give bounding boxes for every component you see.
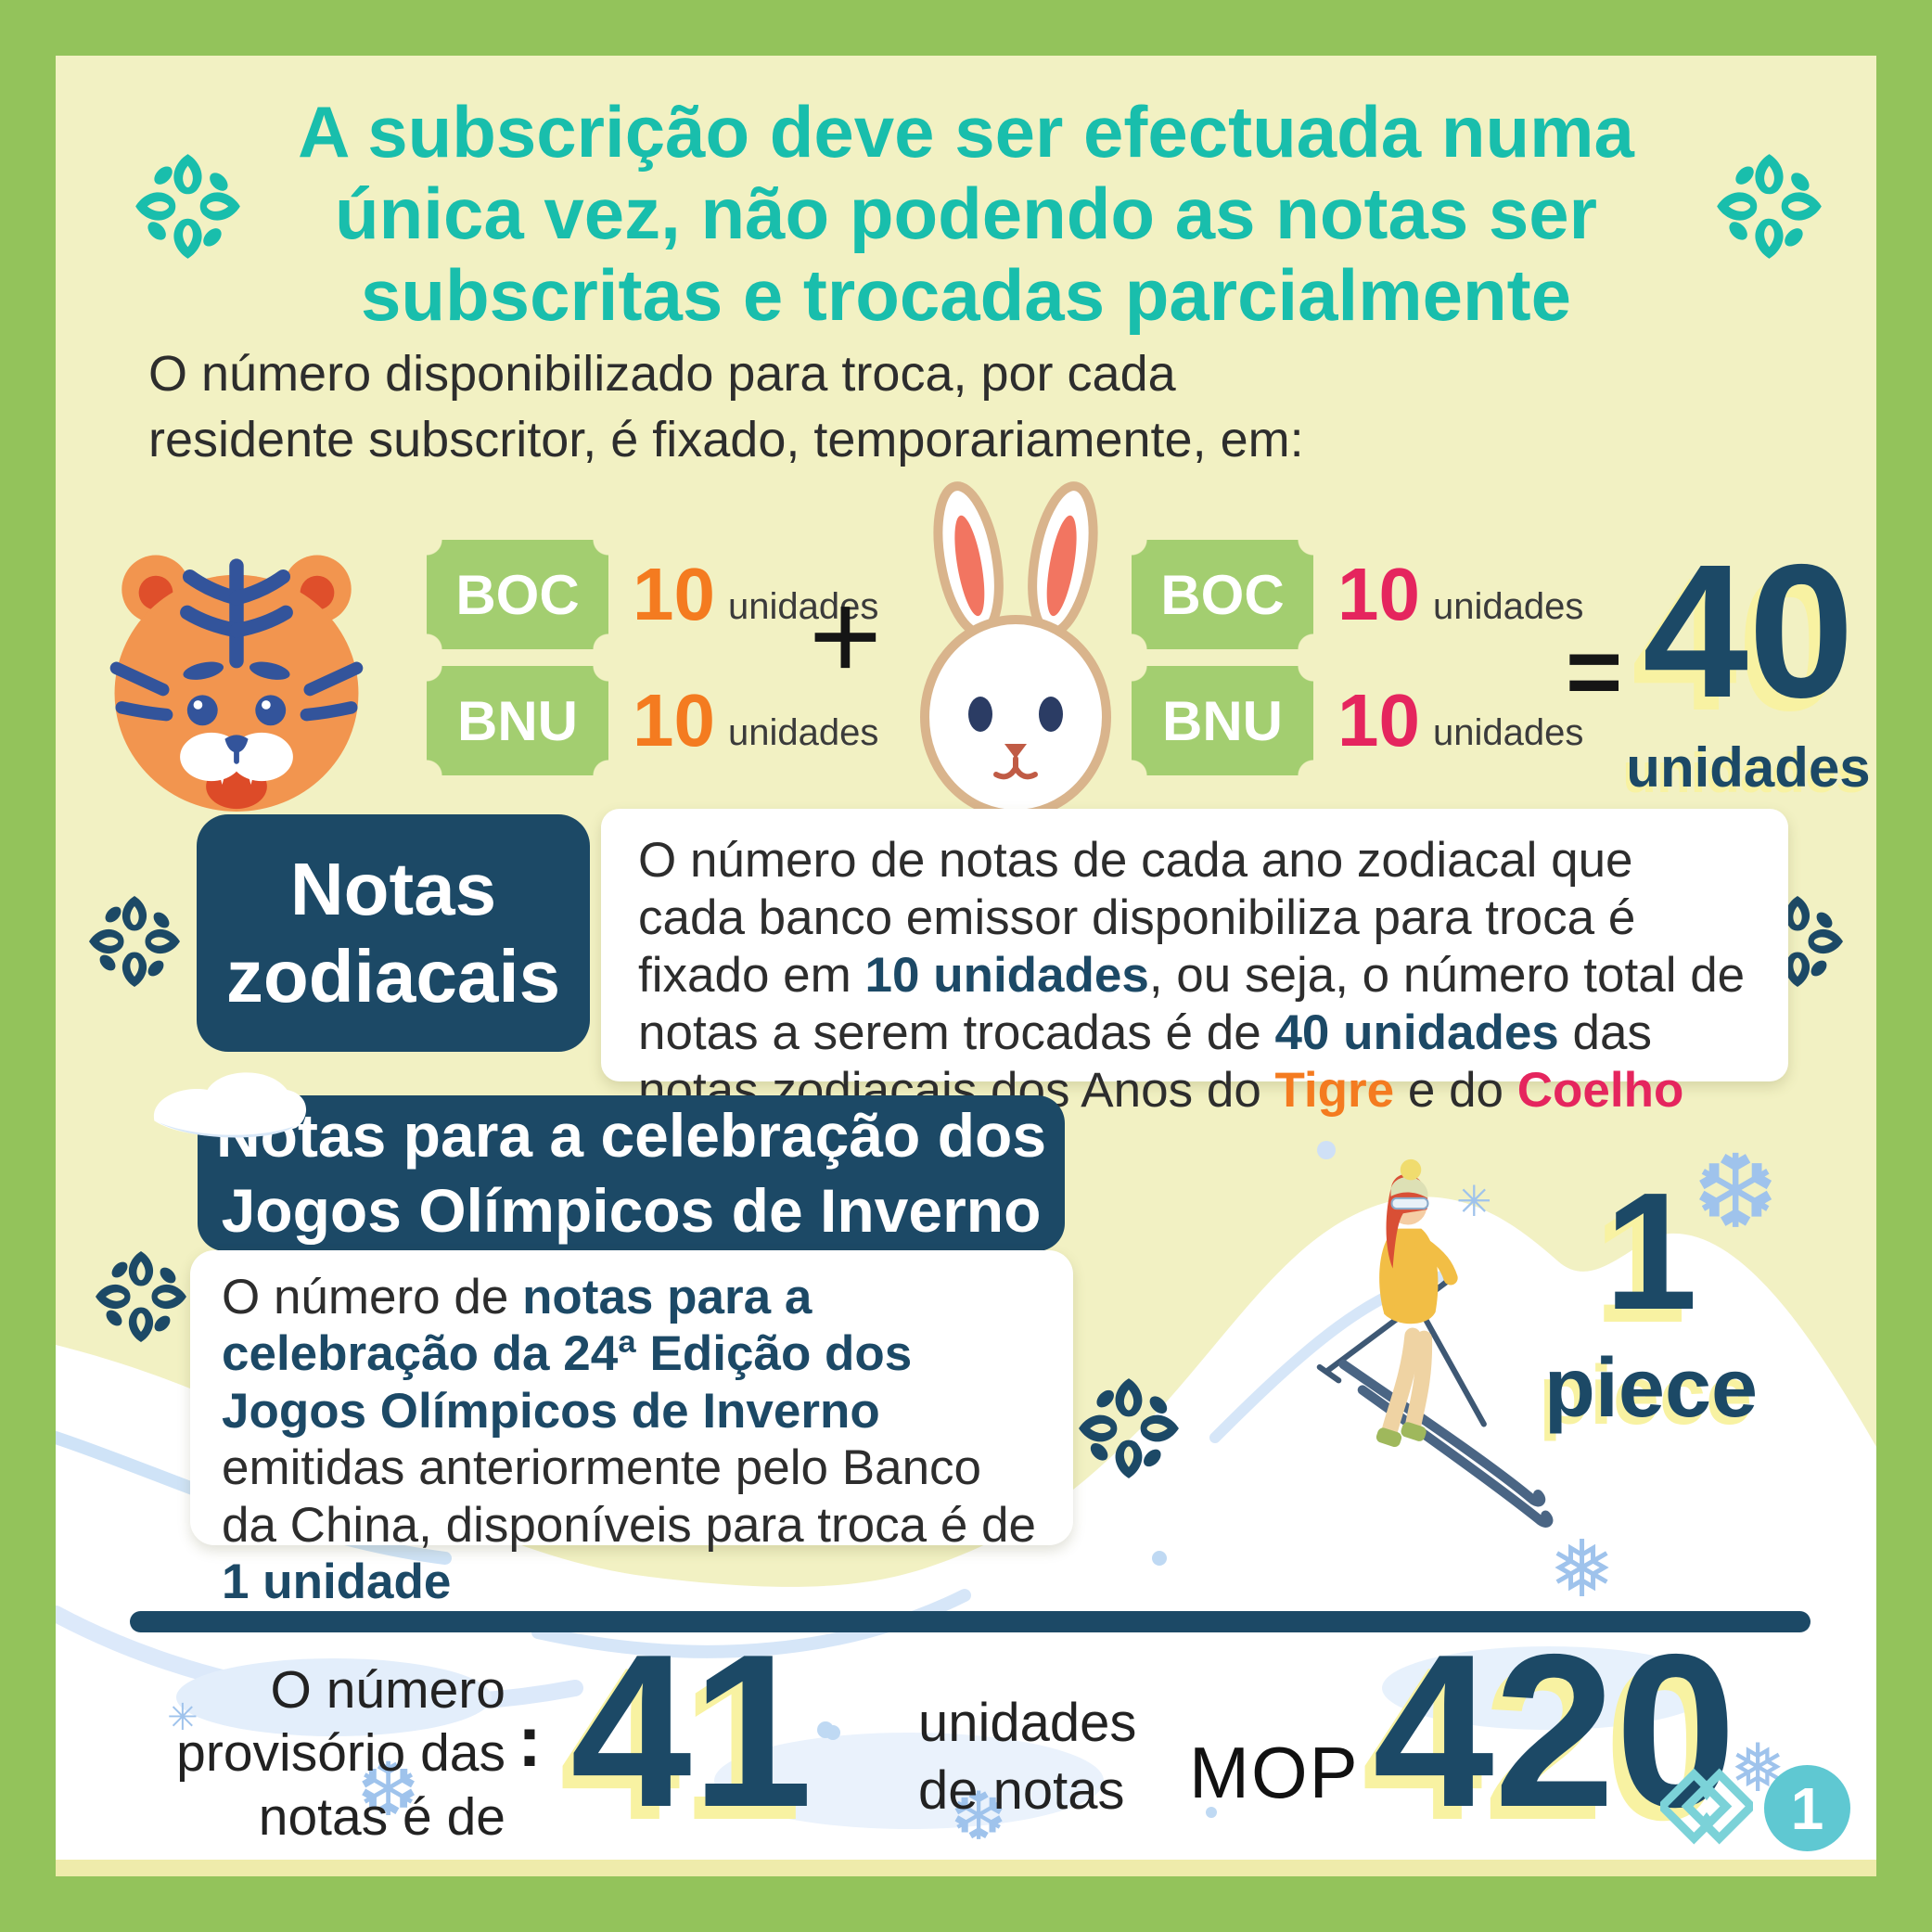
zodiac-heading-line-2: zodiacais	[225, 935, 561, 1017]
olympics-body-box: O número de notas para a celebração da 2…	[190, 1250, 1073, 1609]
olympics-piece-count: 1 piece	[1507, 1169, 1795, 1437]
olympics-heading-box: Notas para a celebração dos Jogos Olímpi…	[198, 1095, 1065, 1251]
summary-units-value: 41	[570, 1608, 813, 1852]
olympics-heading-line-1: Notas para a celebração dos	[215, 1101, 1047, 1171]
rabbit-icon	[920, 481, 1111, 819]
title-line-2: única vez, não podendo as notas ser	[334, 173, 1597, 255]
page-title: A subscrição deve ser efectuada numa úni…	[56, 91, 1876, 336]
snow-dot	[825, 1725, 840, 1740]
zodiac-body-box: O número de notas de cada ano zodiacal q…	[601, 809, 1788, 1118]
tiger-bnu-quantity: 10 unidades	[633, 666, 878, 775]
rabbit-bnu-qty-value: 10	[1337, 679, 1420, 761]
flower-ornament-navy-olympics-right-icon	[1078, 1377, 1180, 1479]
summary-units-label: unidades de notas	[918, 1690, 1136, 1824]
flower-ornament-navy-zodiac-left-icon	[88, 895, 181, 988]
diamond-logo-icon	[1660, 1768, 1753, 1845]
tiger-bnu-qty-value: 10	[633, 679, 715, 761]
currency-label: MOP	[1189, 1732, 1360, 1813]
rabbit-bnu-qty-unit: unidades	[1432, 711, 1584, 753]
summary-label-line-2: provisório das	[176, 1723, 505, 1784]
bnu-badge-rabbit: BNU	[1132, 666, 1313, 775]
olympics-heading-line-2: Jogos Olímpicos de Inverno	[221, 1176, 1042, 1245]
sparkle-icon: ✳	[167, 1696, 198, 1739]
intro-line-2: residente subscritor, é fixado, temporar…	[148, 412, 1304, 468]
snow-clump	[153, 1072, 307, 1138]
total-units-label: unidades	[1626, 736, 1871, 799]
snowflake-icon: ❆	[1693, 1132, 1779, 1251]
total-units: 40 unidades	[1623, 536, 1874, 800]
content-panel: A subscrição deve ser efectuada numa úni…	[56, 56, 1876, 1876]
tiger-boc-quantity: 10 unidades	[633, 540, 878, 649]
intro-text: O número disponibilizado para troca, por…	[148, 341, 1304, 474]
tiger-bnu-qty-unit: unidades	[727, 711, 879, 753]
equals-icon: =	[1566, 618, 1623, 726]
summary-units-label-line-1: unidades	[918, 1693, 1137, 1753]
snow-dot	[1206, 1807, 1217, 1818]
rabbit-bnu-quantity: 10 unidades	[1337, 666, 1583, 775]
total-units-value: 40	[1642, 525, 1855, 737]
summary-units-label-line-2: de notas	[918, 1759, 1125, 1821]
section-divider	[130, 1611, 1810, 1632]
tiger-boc-qty-unit: unidades	[727, 585, 879, 627]
zodiac-heading-box: Notas zodiacais	[197, 814, 590, 1052]
title-line-1: A subscrição deve ser efectuada numa	[298, 91, 1634, 173]
rabbit-boc-qty-unit: unidades	[1432, 585, 1584, 627]
summary-colon: :	[518, 1700, 542, 1782]
bnu-badge-tiger: BNU	[427, 666, 608, 775]
snowflake-icon: ❆	[357, 1746, 420, 1833]
intro-line-1: O número disponibilizado para troca, por…	[148, 346, 1176, 402]
zodiac-heading-line-1: Notas	[289, 847, 497, 930]
boc-badge-tiger: BOC	[427, 540, 608, 649]
page-number-badge: 1	[1764, 1765, 1850, 1851]
skier-illustration	[1316, 1158, 1554, 1528]
summary-label: O número provisório das notas é de	[83, 1658, 505, 1849]
piece-label: piece	[1543, 1342, 1759, 1435]
rabbit-boc-qty-value: 10	[1337, 553, 1420, 635]
plus-icon: +	[809, 566, 882, 706]
summary-label-line-1: O número	[270, 1660, 505, 1720]
tiger-icon	[109, 555, 364, 812]
piece-value: 1	[1604, 1158, 1698, 1345]
boc-badge-rabbit: BOC	[1132, 540, 1313, 649]
bottom-accent-strip	[56, 1860, 1876, 1876]
snowflake-icon: ❅	[1549, 1524, 1616, 1616]
rabbit-boc-quantity: 10 unidades	[1337, 540, 1583, 649]
sparkle-icon: ✳	[1456, 1176, 1492, 1226]
page-number: 1	[1790, 1774, 1824, 1842]
snowflake-icon: ❆	[951, 1777, 1007, 1855]
flower-ornament-navy-olympics-left-icon	[95, 1250, 187, 1343]
price-value: 420	[1373, 1608, 1737, 1852]
tiger-boc-qty-value: 10	[633, 553, 715, 635]
summary-label-line-3: notas é de	[258, 1786, 505, 1847]
title-line-3: subscritas e trocadas parcialmente	[361, 254, 1571, 337]
